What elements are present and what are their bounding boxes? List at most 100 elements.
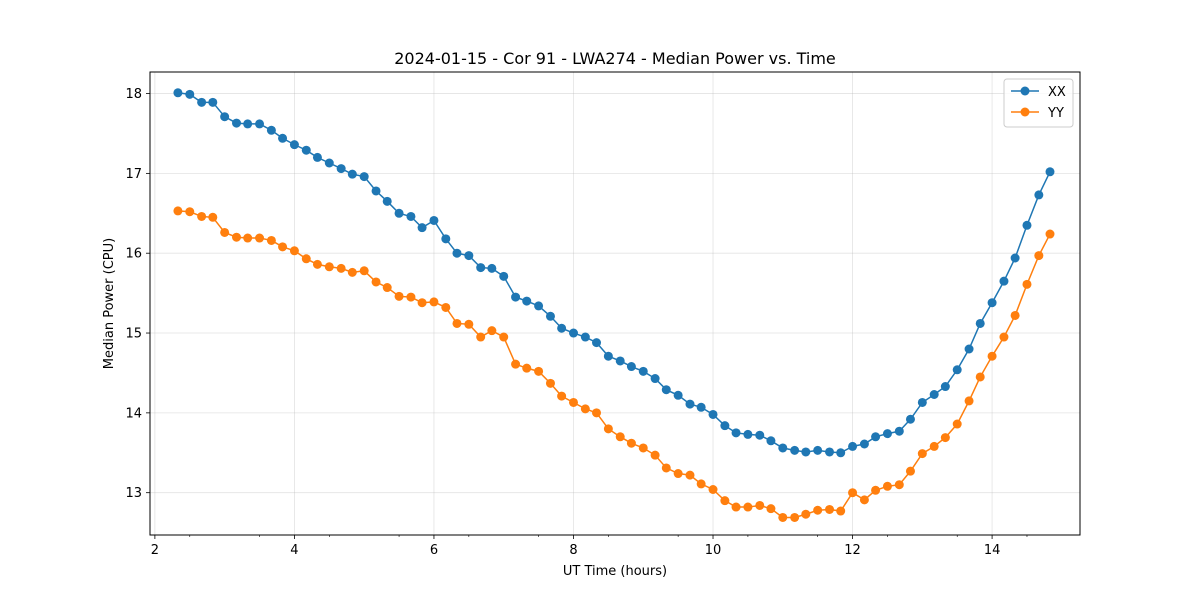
data-point-yy — [197, 211, 207, 221]
data-point-xx — [685, 399, 695, 409]
data-point-yy — [743, 502, 753, 512]
x-tick-label: 14 — [984, 543, 1001, 558]
data-point-yy — [685, 470, 695, 480]
data-point-xx — [255, 119, 265, 129]
data-point-xx — [790, 445, 800, 455]
data-point-xx — [801, 447, 811, 457]
data-point-xx — [813, 445, 823, 455]
data-point-yy — [173, 206, 183, 216]
data-point-xx — [1010, 253, 1020, 263]
y-tick-label: 18 — [125, 87, 142, 102]
data-point-yy — [825, 504, 835, 514]
data-point-yy — [661, 463, 671, 473]
data-point-xx — [232, 118, 242, 128]
data-point-xx — [359, 172, 369, 182]
data-point-yy — [347, 267, 357, 277]
data-point-xx — [720, 421, 730, 431]
data-point-xx — [964, 344, 974, 354]
data-point-yy — [185, 207, 195, 217]
data-point-xx — [336, 164, 346, 174]
data-point-xx — [940, 382, 950, 392]
data-point-xx — [278, 133, 288, 143]
data-point-yy — [905, 466, 915, 476]
data-point-xx — [603, 351, 613, 361]
data-point-yy — [696, 479, 706, 489]
data-point-xx — [511, 292, 521, 302]
data-point-xx — [661, 385, 671, 395]
data-point-yy — [859, 495, 869, 505]
x-tick-label: 12 — [844, 543, 861, 558]
data-point-xx — [638, 366, 648, 376]
data-point-yy — [464, 319, 474, 329]
data-point-yy — [429, 297, 439, 307]
data-point-yy — [394, 291, 404, 301]
data-point-xx — [580, 332, 590, 342]
x-tick-label: 8 — [569, 543, 577, 558]
data-point-xx — [905, 414, 915, 424]
data-point-yy — [441, 302, 451, 312]
data-point-yy — [336, 263, 346, 273]
data-point-yy — [999, 332, 1009, 342]
data-point-yy — [417, 298, 427, 308]
y-tick-label: 16 — [125, 247, 142, 262]
data-point-xx — [220, 112, 230, 122]
data-point-xx — [289, 140, 299, 150]
data-point-yy — [324, 262, 334, 272]
x-axis-label: UT Time (hours) — [563, 564, 667, 579]
data-point-xx — [743, 429, 753, 439]
data-point-yy — [766, 504, 776, 514]
data-point-xx — [371, 186, 381, 196]
data-point-yy — [894, 480, 904, 490]
data-point-xx — [185, 89, 195, 99]
data-point-yy — [673, 469, 683, 479]
data-point-xx — [825, 447, 835, 457]
data-point-xx — [848, 441, 858, 451]
data-point-xx — [173, 88, 183, 98]
data-point-xx — [615, 356, 625, 366]
data-point-yy — [220, 227, 230, 237]
data-point-xx — [534, 301, 544, 311]
data-point-yy — [778, 512, 788, 522]
chart-title: 2024-01-15 - Cor 91 - LWA274 - Median Po… — [394, 49, 836, 68]
data-point-xx — [882, 429, 892, 439]
data-point-yy — [615, 432, 625, 442]
ticks: 2 4 6 8 10 12 14 13 14 15 16 17 18 — [125, 87, 1028, 558]
data-point-yy — [312, 259, 322, 269]
data-point-xx — [696, 402, 706, 412]
data-point-yy — [731, 502, 741, 512]
data-point-yy — [452, 318, 462, 328]
data-point-yy — [626, 438, 636, 448]
data-point-yy — [278, 242, 288, 252]
data-point-yy — [917, 449, 927, 459]
data-point-yy — [487, 326, 497, 336]
data-point-xx — [452, 248, 462, 258]
data-point-xx — [673, 390, 683, 400]
data-point-xx — [1022, 220, 1032, 230]
data-point-xx — [708, 409, 718, 419]
data-point-xx — [650, 374, 660, 384]
x-tick-label: 2 — [151, 543, 159, 558]
data-point-yy — [545, 378, 555, 388]
data-point-yy — [940, 433, 950, 443]
data-point-yy — [720, 496, 730, 506]
data-point-xx — [243, 119, 253, 129]
data-point-yy — [289, 246, 299, 256]
data-point-xx — [766, 436, 776, 446]
data-point-xx — [197, 97, 207, 107]
x-tick-label: 4 — [290, 543, 298, 558]
data-point-yy — [1022, 279, 1032, 289]
data-point-xx — [266, 125, 276, 135]
legend-marker-xx — [1020, 86, 1030, 96]
data-point-xx — [382, 196, 392, 206]
data-point-yy — [1034, 251, 1044, 261]
data-point-yy — [499, 332, 509, 342]
data-point-xx — [394, 208, 404, 218]
data-point-yy — [650, 450, 660, 460]
data-point-yy — [638, 443, 648, 453]
data-point-yy — [592, 408, 602, 418]
data-point-xx — [778, 443, 788, 453]
data-point-xx — [626, 362, 636, 372]
x-tick-label: 10 — [705, 543, 722, 558]
data-point-yy — [1045, 229, 1055, 239]
data-point-xx — [894, 426, 904, 436]
